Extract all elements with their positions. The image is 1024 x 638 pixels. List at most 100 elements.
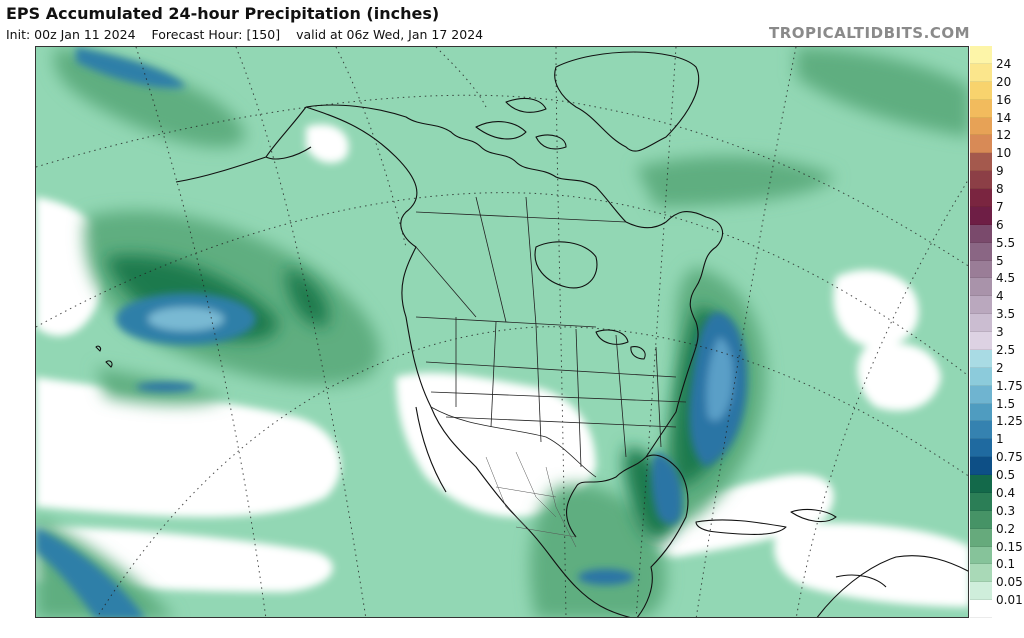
color-legend: 24 20 16 14 12 10 9 8 7 6 5.5 5 4.5 4 3.5 3 2.5 2 1.75 1.5 1… xyxy=(970,46,1024,618)
legend-swatch xyxy=(970,528,992,547)
mexico-borders xyxy=(485,451,577,548)
legend-row: 24 xyxy=(970,46,1024,70)
legend-swatch xyxy=(970,546,992,565)
legend-label: 6 xyxy=(996,217,1004,232)
legend-row: 5.5 xyxy=(970,224,1024,249)
precip-blue-cores xyxy=(36,47,747,617)
legend-row: 0.15 xyxy=(970,528,1024,553)
legend-label: 20 xyxy=(996,74,1012,89)
legend-row: 5 xyxy=(970,242,1024,267)
legend-swatch xyxy=(970,81,992,100)
legend-row: 0.3 xyxy=(970,492,1024,517)
legend-label: 0.15 xyxy=(996,539,1023,554)
legend-swatch xyxy=(970,224,992,243)
legend-row: 0.1 xyxy=(970,546,1024,570)
legend-label: 3 xyxy=(996,325,1004,339)
legend-label: 1 xyxy=(996,432,1004,447)
legend-label: 8 xyxy=(996,182,1004,196)
legend-row xyxy=(970,600,1024,618)
coastlines xyxy=(95,51,968,617)
legend-swatch xyxy=(970,242,992,261)
legend-swatch xyxy=(970,475,992,493)
political-borders xyxy=(415,196,687,478)
legend-label: 10 xyxy=(996,146,1012,161)
legend-row: 14 xyxy=(970,99,1024,124)
legend-row: 2.5 xyxy=(970,332,1024,356)
legend-label: 0.3 xyxy=(996,503,1016,518)
legend-swatch xyxy=(970,296,992,315)
legend-label: 14 xyxy=(996,110,1012,125)
chart-subtitle: Init: 00z Jan 11 2024 Forecast Hour: [15… xyxy=(6,27,495,42)
legend-swatch xyxy=(970,332,992,350)
legend-label: 0.1 xyxy=(996,557,1016,572)
legend-swatch xyxy=(970,153,992,172)
legend-swatch xyxy=(970,385,992,404)
legend-row: 0.01 xyxy=(970,582,1024,606)
legend-row: 0.5 xyxy=(970,457,1024,481)
legend-row: 12 xyxy=(970,117,1024,141)
legend-row: 0.4 xyxy=(970,475,1024,499)
legend-row: 10 xyxy=(970,135,1024,159)
chart-title: EPS Accumulated 24-hour Precipitation (i… xyxy=(6,4,440,23)
legend-swatch xyxy=(970,99,992,118)
legend-label: 2 xyxy=(996,360,1004,375)
legend-swatch xyxy=(970,492,992,511)
legend-swatch xyxy=(970,63,992,82)
legend-row: 6 xyxy=(970,206,1024,231)
legend-swatch xyxy=(970,403,992,422)
legend-row: 2 xyxy=(970,349,1024,374)
legend-label: 0.75 xyxy=(996,450,1023,465)
legend-row: 0.05 xyxy=(970,564,1024,588)
legend-row: 1 xyxy=(970,421,1024,445)
legend-swatch xyxy=(970,135,992,154)
legend-swatch xyxy=(970,564,992,583)
forecast-hour: Forecast Hour: [150] xyxy=(151,27,281,42)
legend-label: 1.75 xyxy=(996,378,1023,393)
legend-label: 4 xyxy=(996,289,1004,304)
legend-label: 5 xyxy=(996,253,1004,268)
legend-row: 1.25 xyxy=(970,403,1024,427)
legend-row: 16 xyxy=(970,81,1024,106)
legend-label: 0.5 xyxy=(996,468,1016,482)
legend-label: 0.4 xyxy=(996,485,1016,500)
legend-row: 4.5 xyxy=(970,260,1024,284)
legend-row: 3 xyxy=(970,314,1024,338)
legend-label: 0.01 xyxy=(996,593,1023,608)
legend-label: 12 xyxy=(996,128,1012,143)
legend-swatch xyxy=(970,260,992,279)
legend-row: 9 xyxy=(970,153,1024,177)
legend-row: 0.2 xyxy=(970,510,1024,535)
legend-label: 16 xyxy=(996,92,1012,107)
precipitation-map xyxy=(35,46,969,618)
legend-swatch xyxy=(970,421,992,440)
legend-label: 2.5 xyxy=(996,342,1016,357)
legend-swatch xyxy=(970,117,992,136)
legend-label: 4.5 xyxy=(996,271,1016,286)
legend-label: 1.5 xyxy=(996,396,1016,411)
legend-swatch xyxy=(970,457,992,475)
legend-swatch xyxy=(970,189,992,207)
legend-label: 0.05 xyxy=(996,575,1023,590)
init-time: Init: 00z Jan 11 2024 xyxy=(6,27,136,42)
legend-swatch xyxy=(970,582,992,601)
legend-row: 7 xyxy=(970,189,1024,213)
legend-row: 20 xyxy=(970,63,1024,88)
legend-label: 24 xyxy=(996,56,1012,71)
legend-row: 1.75 xyxy=(970,367,1024,392)
legend-label: 3.5 xyxy=(996,307,1016,322)
legend-swatch xyxy=(970,367,992,386)
legend-swatch xyxy=(970,600,992,618)
valid-time: valid at 06z Wed, Jan 17 2024 xyxy=(296,27,484,42)
legend-row: 8 xyxy=(970,171,1024,195)
legend-row: 0.75 xyxy=(970,439,1024,463)
dry-areas xyxy=(36,124,968,607)
legend-swatch xyxy=(970,314,992,332)
legend-swatch xyxy=(970,46,992,64)
legend-label: 0.2 xyxy=(996,521,1016,536)
legend-label: 1.25 xyxy=(996,414,1023,429)
legend-label: 5.5 xyxy=(996,235,1016,250)
legend-label: 9 xyxy=(996,164,1004,179)
site-brand: TROPICALTIDBITS.COM xyxy=(769,24,970,42)
map-canvas xyxy=(36,47,968,617)
legend-swatch xyxy=(970,171,992,189)
